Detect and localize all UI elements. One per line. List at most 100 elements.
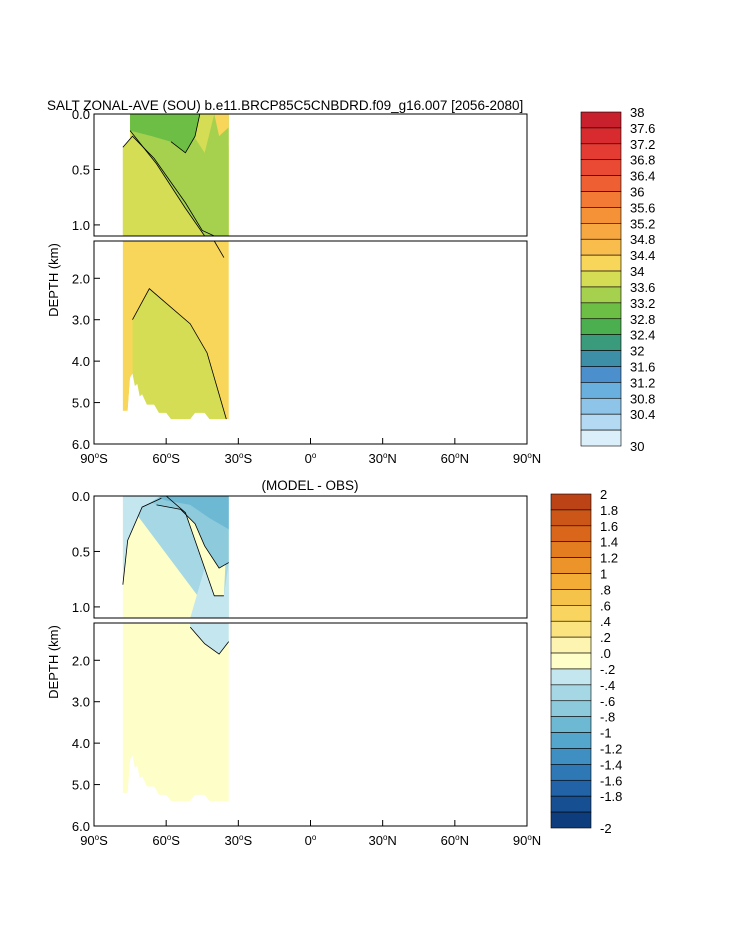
salinity-colorbar-swatch <box>580 111 622 129</box>
salinity-colorbar-swatch <box>580 270 622 288</box>
difference-y-tick-label: 4.0 <box>72 736 90 751</box>
salinity-x-ticks: 90oS 60oS 30oS 0o 30oN 60oN 90oN <box>80 438 541 466</box>
salinity-field-2 <box>130 114 229 236</box>
difference-colorbar-swatch <box>550 684 592 702</box>
difference-base-fill-lower <box>122 623 229 802</box>
difference-colorbar-label: -1.4 <box>600 757 622 772</box>
salinity-colorbar-swatch <box>580 302 622 320</box>
difference-x-tick-label: 60oN <box>441 833 469 848</box>
difference-upper-contours <box>122 496 229 597</box>
difference-colorbar-label: -2 <box>600 821 612 836</box>
difference-x-tick-label: 0o <box>305 833 317 848</box>
salinity-panel: SALT ZONAL-AVE (SOU) b.e11.BRCP85C5CNBDR… <box>46 98 655 466</box>
salinity-colorbar-swatch <box>580 207 622 224</box>
difference-lower-contours <box>189 626 230 655</box>
difference-colorbar-label: -.2 <box>600 662 615 677</box>
salinity-colorbar-label: 37.6 <box>630 121 655 136</box>
difference-colorbar-label: -.8 <box>600 710 615 725</box>
difference-colorbar-swatch <box>550 509 592 527</box>
difference-upper-frame <box>93 495 528 619</box>
difference-y-tick-label: 3.0 <box>72 695 90 710</box>
difference-contour-7 <box>189 626 230 655</box>
difference-colorbar-label: .2 <box>600 630 611 645</box>
difference-colorbar-swatch <box>550 589 592 606</box>
salinity-y-axis-label: DEPTH (km) <box>46 243 61 317</box>
salinity-contour-3 <box>129 130 205 236</box>
salinity-field-1 <box>132 288 229 444</box>
salinity-colorbar-label: 35.6 <box>630 200 655 215</box>
difference-y-tick-label: 5.0 <box>72 778 90 793</box>
difference-colorbar-label: 1.6 <box>600 519 618 534</box>
difference-colorbar-label: .8 <box>600 582 611 597</box>
salinity-y-tick-label: 0.0 <box>72 107 90 122</box>
difference-y-tick-label: 1.0 <box>72 600 90 615</box>
difference-colorbar-label: 2 <box>600 487 607 502</box>
difference-colorbar-swatch <box>550 700 592 717</box>
difference-colorbar-swatch <box>550 636 592 654</box>
difference-panel: (MODEL - OBS) DEPTH (km) 0.00.51.02.03.0… <box>46 478 622 848</box>
salinity-colorbar-label: 30.4 <box>630 407 655 422</box>
difference-y-tick-label: 2.0 <box>72 653 90 668</box>
difference-colorbar-label: .6 <box>600 598 611 613</box>
difference-colorbar-label: -1.2 <box>600 741 622 756</box>
salinity-colorbar-swatch <box>580 238 622 256</box>
salinity-x-tick-label: 90oN <box>513 451 541 466</box>
difference-colorbar-swatch <box>550 779 592 797</box>
salinity-y-ticks: 0.0 0.5 1.0 2.0 3.0 4.0 5.0 6.0 <box>72 107 100 452</box>
difference-topography-mask <box>122 755 229 826</box>
difference-colorbar-label: 1.2 <box>600 551 618 566</box>
difference-negative-band-right <box>190 562 229 618</box>
difference-colorbar-swatch <box>550 493 592 511</box>
salinity-colorbar-swatch <box>580 397 622 415</box>
salinity-colorbar-label: 36.8 <box>630 153 655 168</box>
salinity-chart-title: SALT ZONAL-AVE (SOU) b.e11.BRCP85C5CNBDR… <box>47 98 523 113</box>
salinity-colorbar-swatch <box>580 382 622 399</box>
difference-colorbar-label: -.4 <box>600 678 615 693</box>
salinity-colorbar-swatch <box>580 127 622 145</box>
salinity-x-tick-label: 0o <box>305 451 317 466</box>
salinity-colorbar-label: 33.6 <box>630 280 655 295</box>
salinity-colorbar-label: 34.4 <box>630 248 655 263</box>
salinity-colorbar-label: 33.2 <box>630 296 655 311</box>
salinity-contour-2 <box>132 288 227 420</box>
difference-contour-5 <box>122 497 162 585</box>
salinity-colorbar-label: 36.4 <box>630 169 655 184</box>
difference-colorbar-swatch <box>550 732 592 749</box>
salinity-colorbar-swatch <box>580 334 622 351</box>
difference-y-tick-label: 0.5 <box>72 544 90 559</box>
difference-x-tick-label: 60oS <box>152 833 180 848</box>
salinity-field-4 <box>214 114 229 137</box>
salinity-colorbar-label: 31.6 <box>630 359 655 374</box>
difference-colorbar-swatch <box>550 748 592 765</box>
salinity-y-tick-label: 0.5 <box>72 162 90 177</box>
difference-colorbar-swatch <box>550 811 592 829</box>
salinity-colorbar: 3837.637.236.836.43635.635.234.834.43433… <box>580 105 655 454</box>
salinity-colorbar-label: 30 <box>630 439 644 454</box>
salinity-upper-contours <box>122 114 215 236</box>
salinity-lower-fill <box>122 241 229 444</box>
difference-colorbar-swatch <box>550 764 592 781</box>
difference-colorbar-swatch <box>550 557 592 574</box>
difference-y-axis-label: DEPTH (km) <box>46 625 61 699</box>
difference-colorbar-label: .0 <box>600 646 611 661</box>
salinity-colorbar-label: 32.8 <box>630 312 655 327</box>
salinity-colorbar-label: 34.8 <box>630 232 655 247</box>
salinity-colorbar-label: 32 <box>630 344 644 359</box>
salinity-colorbar-label: 30.8 <box>630 391 655 406</box>
difference-colorbar-swatch <box>550 525 592 543</box>
salinity-colorbar-swatch <box>580 350 622 367</box>
salinity-colorbar-label: 38 <box>630 105 644 120</box>
salinity-colorbar-swatch <box>580 318 622 335</box>
salinity-colorbar-label: 32.4 <box>630 328 655 343</box>
difference-contour-6 <box>165 496 224 597</box>
difference-chart-title: (MODEL - OBS) <box>261 478 358 493</box>
difference-field-7 <box>151 496 229 530</box>
difference-colorbar-label: -1.8 <box>600 789 622 804</box>
difference-y-ticks: 0.0 0.5 1.0 2.0 3.0 4.0 5.0 6.0 <box>72 489 100 834</box>
salinity-contour-0 <box>122 135 215 236</box>
salinity-contour-4 <box>170 114 201 154</box>
salinity-topography-mask <box>122 373 229 444</box>
difference-colorbar-swatch <box>550 605 592 622</box>
salinity-colorbar-swatch <box>580 191 622 208</box>
